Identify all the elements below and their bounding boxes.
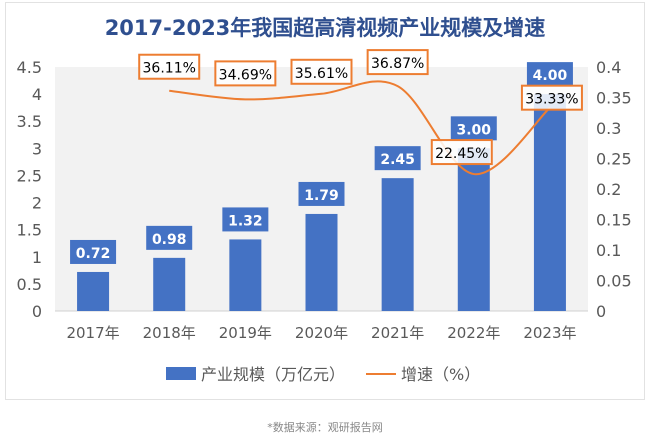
line-data-label: 35.61% xyxy=(295,66,348,82)
line-label-box xyxy=(520,84,583,111)
bar-label-box xyxy=(222,207,269,232)
bar xyxy=(381,178,414,311)
y-left-tick-label: 2 xyxy=(32,194,42,213)
x-tick-label: 2021年 xyxy=(371,324,424,342)
chart-title: 2017-2023年我国超高清视频产业规模及增速 xyxy=(104,16,546,40)
bar-label-box xyxy=(374,146,421,171)
bar-data-label: 1.79 xyxy=(304,188,339,204)
x-tick-label: 2023年 xyxy=(523,324,576,342)
y-left-tick-label: 0 xyxy=(32,302,42,321)
line-data-label: 36.11% xyxy=(143,61,196,77)
bar-label-box xyxy=(298,181,345,206)
legend-line-label: 增速（%） xyxy=(401,365,480,384)
y-left-tick-label: 1 xyxy=(32,248,42,267)
growth-line xyxy=(169,80,551,176)
line-label-box xyxy=(138,53,201,80)
line-data-label: 34.69% xyxy=(219,67,272,83)
line-data-label: 22.45% xyxy=(435,146,488,162)
y-left-tick-label: 1.5 xyxy=(17,221,42,240)
bar-label-box xyxy=(70,239,117,264)
bar xyxy=(533,94,566,311)
y-right-tick-label: 0.05 xyxy=(596,272,632,291)
line-data-label: 36.87% xyxy=(371,56,424,72)
legend-bar-label: 产业规模（万亿元） xyxy=(201,365,345,384)
y-left-tick-label: 3 xyxy=(32,139,42,158)
bar-label-box xyxy=(146,225,193,250)
bar-label-box xyxy=(450,116,497,141)
source-note: *数据来源：观研报告网 xyxy=(267,421,383,434)
x-tick-label: 2019年 xyxy=(219,324,272,342)
y-right-tick-label: 0.3 xyxy=(596,119,621,138)
x-tick-label: 2020年 xyxy=(295,324,348,342)
bar-data-label: 0.72 xyxy=(76,246,111,262)
bar-data-label: 2.45 xyxy=(380,152,415,168)
bar-data-label: 0.98 xyxy=(152,232,187,248)
y-right-tick-label: 0.35 xyxy=(596,89,632,108)
x-tick-label: 2022年 xyxy=(447,324,500,342)
y-right-tick-label: 0.4 xyxy=(596,58,621,77)
y-right-tick-label: 0.1 xyxy=(596,241,621,260)
line-label-box xyxy=(366,49,429,76)
y-left-tick-label: 3.5 xyxy=(17,112,42,131)
bar-data-label: 1.32 xyxy=(228,213,263,229)
y-right-tick-label: 0 xyxy=(596,302,606,321)
line-label-box xyxy=(290,58,353,85)
bar xyxy=(229,239,262,311)
line-label-box xyxy=(430,139,493,166)
y-left-tick-label: 0.5 xyxy=(17,275,42,294)
y-right-tick-label: 0.2 xyxy=(596,180,621,199)
y-left-tick-label: 4 xyxy=(32,85,42,104)
x-tick-label: 2017年 xyxy=(66,324,119,342)
bar-data-label: 3.00 xyxy=(457,122,492,138)
y-right-tick-label: 0.15 xyxy=(596,211,632,230)
bar xyxy=(77,271,110,311)
bar-label-box xyxy=(526,62,573,87)
y-right-tick-label: 0.25 xyxy=(596,150,632,169)
legend-bar-swatch xyxy=(166,367,196,380)
bar xyxy=(305,213,338,311)
line-label-box xyxy=(214,60,277,87)
bar xyxy=(457,148,490,311)
y-left-tick-label: 4.5 xyxy=(17,58,42,77)
bar xyxy=(153,257,186,311)
chart-frame xyxy=(5,2,645,400)
y-left-tick-label: 2.5 xyxy=(17,166,42,185)
x-tick-label: 2018年 xyxy=(143,324,196,342)
bar-data-label: 4.00 xyxy=(533,68,568,84)
line-data-label: 33.33% xyxy=(525,92,578,108)
